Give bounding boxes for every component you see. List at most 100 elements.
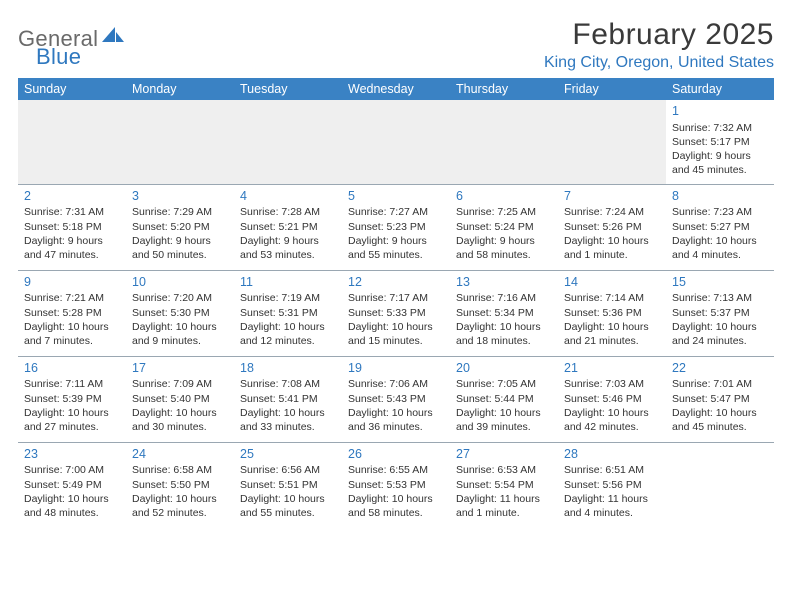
sunrise-text: Sunrise: 7:00 AM	[24, 463, 120, 477]
calendar-day-cell: 7Sunrise: 7:24 AMSunset: 5:26 PMDaylight…	[558, 184, 666, 270]
day-number: 19	[348, 360, 444, 377]
sunset-text: Sunset: 5:39 PM	[24, 392, 120, 406]
day-header: Saturday	[666, 78, 774, 100]
calendar-day-cell: 11Sunrise: 7:19 AMSunset: 5:31 PMDayligh…	[234, 270, 342, 356]
sunrise-text: Sunrise: 7:08 AM	[240, 377, 336, 391]
calendar-day-cell: 22Sunrise: 7:01 AMSunset: 5:47 PMDayligh…	[666, 356, 774, 442]
daylight-text: Daylight: 10 hours	[456, 320, 552, 334]
sunset-text: Sunset: 5:21 PM	[240, 220, 336, 234]
daylight-text: Daylight: 9 hours	[348, 234, 444, 248]
sunrise-text: Sunrise: 6:56 AM	[240, 463, 336, 477]
calendar-day-cell: 19Sunrise: 7:06 AMSunset: 5:43 PMDayligh…	[342, 356, 450, 442]
daylight-text: Daylight: 10 hours	[564, 320, 660, 334]
calendar-day-cell: 5Sunrise: 7:27 AMSunset: 5:23 PMDaylight…	[342, 184, 450, 270]
daylight-text: and 1 minute.	[456, 506, 552, 520]
daylight-text: Daylight: 9 hours	[456, 234, 552, 248]
day-number: 11	[240, 274, 336, 291]
brand-sail-icon	[102, 27, 124, 45]
sunrise-text: Sunrise: 6:58 AM	[132, 463, 228, 477]
daylight-text: Daylight: 10 hours	[564, 406, 660, 420]
daylight-text: and 45 minutes.	[672, 420, 768, 434]
sunset-text: Sunset: 5:24 PM	[456, 220, 552, 234]
day-number: 14	[564, 274, 660, 291]
calendar-day-cell: 24Sunrise: 6:58 AMSunset: 5:50 PMDayligh…	[126, 442, 234, 528]
sunrise-text: Sunrise: 7:11 AM	[24, 377, 120, 391]
sunset-text: Sunset: 5:44 PM	[456, 392, 552, 406]
sunset-text: Sunset: 5:41 PM	[240, 392, 336, 406]
brand-logo: General Blue	[18, 26, 124, 52]
sunrise-text: Sunrise: 7:19 AM	[240, 291, 336, 305]
calendar-day-cell: 8Sunrise: 7:23 AMSunset: 5:27 PMDaylight…	[666, 184, 774, 270]
day-number: 21	[564, 360, 660, 377]
page-title: February 2025	[544, 18, 774, 52]
calendar-day-cell: 12Sunrise: 7:17 AMSunset: 5:33 PMDayligh…	[342, 270, 450, 356]
calendar-day-cell: 17Sunrise: 7:09 AMSunset: 5:40 PMDayligh…	[126, 356, 234, 442]
daylight-text: Daylight: 10 hours	[456, 406, 552, 420]
daylight-text: Daylight: 10 hours	[240, 320, 336, 334]
day-header-row: Sunday Monday Tuesday Wednesday Thursday…	[18, 78, 774, 100]
daylight-text: Daylight: 10 hours	[240, 492, 336, 506]
sunset-text: Sunset: 5:31 PM	[240, 306, 336, 320]
sunset-text: Sunset: 5:30 PM	[132, 306, 228, 320]
calendar-day-cell: 13Sunrise: 7:16 AMSunset: 5:34 PMDayligh…	[450, 270, 558, 356]
daylight-text: and 45 minutes.	[672, 163, 768, 177]
calendar-day-cell: 9Sunrise: 7:21 AMSunset: 5:28 PMDaylight…	[18, 270, 126, 356]
calendar-table: Sunday Monday Tuesday Wednesday Thursday…	[18, 78, 774, 528]
daylight-text: Daylight: 11 hours	[456, 492, 552, 506]
sunset-text: Sunset: 5:50 PM	[132, 478, 228, 492]
day-number: 12	[348, 274, 444, 291]
calendar-day-cell: 2Sunrise: 7:31 AMSunset: 5:18 PMDaylight…	[18, 184, 126, 270]
calendar-day-cell: 10Sunrise: 7:20 AMSunset: 5:30 PMDayligh…	[126, 270, 234, 356]
sunrise-text: Sunrise: 7:06 AM	[348, 377, 444, 391]
day-number: 5	[348, 188, 444, 205]
calendar-day-cell: 15Sunrise: 7:13 AMSunset: 5:37 PMDayligh…	[666, 270, 774, 356]
calendar-day-cell	[450, 100, 558, 184]
sunset-text: Sunset: 5:18 PM	[24, 220, 120, 234]
sunset-text: Sunset: 5:20 PM	[132, 220, 228, 234]
sunset-text: Sunset: 5:43 PM	[348, 392, 444, 406]
daylight-text: Daylight: 10 hours	[672, 320, 768, 334]
daylight-text: and 33 minutes.	[240, 420, 336, 434]
day-number: 15	[672, 274, 768, 291]
sunset-text: Sunset: 5:23 PM	[348, 220, 444, 234]
daylight-text: and 48 minutes.	[24, 506, 120, 520]
day-number: 26	[348, 446, 444, 463]
daylight-text: Daylight: 10 hours	[24, 492, 120, 506]
sunset-text: Sunset: 5:36 PM	[564, 306, 660, 320]
calendar-day-cell	[558, 100, 666, 184]
sunrise-text: Sunrise: 7:27 AM	[348, 205, 444, 219]
sunset-text: Sunset: 5:53 PM	[348, 478, 444, 492]
sunset-text: Sunset: 5:46 PM	[564, 392, 660, 406]
calendar-day-cell	[234, 100, 342, 184]
daylight-text: Daylight: 10 hours	[24, 406, 120, 420]
daylight-text: and 47 minutes.	[24, 248, 120, 262]
daylight-text: and 58 minutes.	[456, 248, 552, 262]
daylight-text: and 9 minutes.	[132, 334, 228, 348]
day-number: 25	[240, 446, 336, 463]
calendar-day-cell: 23Sunrise: 7:00 AMSunset: 5:49 PMDayligh…	[18, 442, 126, 528]
day-number: 16	[24, 360, 120, 377]
sunrise-text: Sunrise: 7:31 AM	[24, 205, 120, 219]
calendar-day-cell: 26Sunrise: 6:55 AMSunset: 5:53 PMDayligh…	[342, 442, 450, 528]
day-number: 4	[240, 188, 336, 205]
day-number: 28	[564, 446, 660, 463]
daylight-text: and 1 minute.	[564, 248, 660, 262]
sunset-text: Sunset: 5:40 PM	[132, 392, 228, 406]
calendar-week-row: 1Sunrise: 7:32 AMSunset: 5:17 PMDaylight…	[18, 100, 774, 184]
sunrise-text: Sunrise: 7:03 AM	[564, 377, 660, 391]
daylight-text: Daylight: 10 hours	[24, 320, 120, 334]
day-number: 27	[456, 446, 552, 463]
daylight-text: and 39 minutes.	[456, 420, 552, 434]
daylight-text: and 42 minutes.	[564, 420, 660, 434]
daylight-text: and 15 minutes.	[348, 334, 444, 348]
daylight-text: and 21 minutes.	[564, 334, 660, 348]
sunset-text: Sunset: 5:47 PM	[672, 392, 768, 406]
daylight-text: Daylight: 10 hours	[348, 406, 444, 420]
day-number: 6	[456, 188, 552, 205]
day-number: 8	[672, 188, 768, 205]
day-header: Thursday	[450, 78, 558, 100]
day-number: 2	[24, 188, 120, 205]
calendar-day-cell: 21Sunrise: 7:03 AMSunset: 5:46 PMDayligh…	[558, 356, 666, 442]
sunrise-text: Sunrise: 6:55 AM	[348, 463, 444, 477]
day-number: 24	[132, 446, 228, 463]
